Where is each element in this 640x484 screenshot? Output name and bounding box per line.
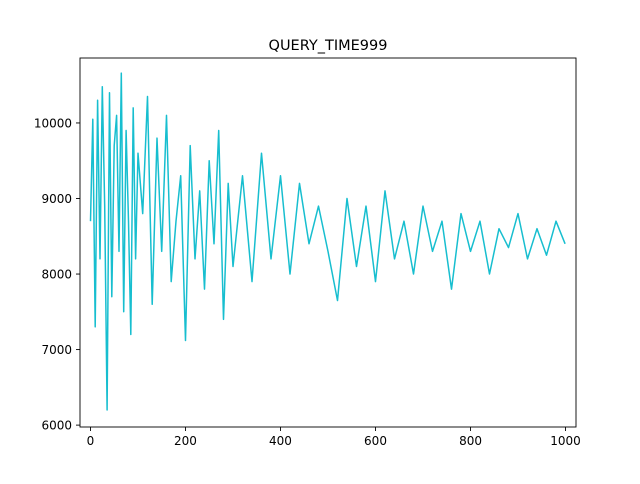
y-tick-label: 10000 (34, 116, 72, 130)
y-tick-label: 6000 (41, 419, 72, 433)
series-line-0 (89, 72, 566, 411)
y-tick-label: 9000 (41, 192, 72, 206)
y-tick-label: 7000 (41, 343, 72, 357)
x-tick-label: 800 (459, 434, 482, 448)
chart-title: QUERY_TIME999 (269, 38, 388, 54)
y-tick-label: 8000 (41, 268, 72, 282)
plot-frame (79, 57, 577, 428)
series-layer (89, 72, 566, 411)
x-tick-label: 1000 (550, 434, 581, 448)
x-tick-label: 0 (87, 434, 95, 448)
axes-layer: 0 200 400 600 800 1000 6000 7000 8000 9000 10000 (34, 57, 581, 448)
x-tick-label: 200 (174, 434, 197, 448)
x-tick-label: 400 (269, 434, 292, 448)
x-tick-label: 600 (364, 434, 387, 448)
